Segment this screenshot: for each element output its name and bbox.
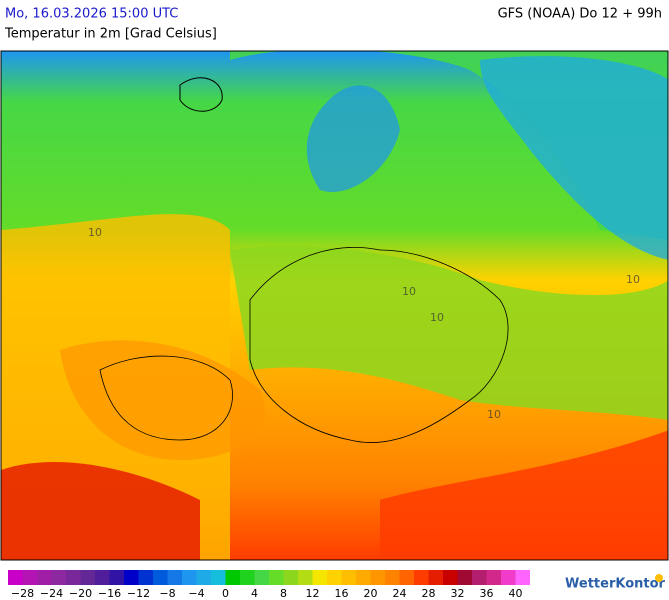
legend-swatch bbox=[298, 570, 313, 585]
contour-label: 10 bbox=[487, 408, 501, 421]
legend-swatch bbox=[225, 570, 240, 585]
map bbox=[1, 51, 668, 560]
legend-swatch bbox=[254, 570, 269, 585]
legend-swatch bbox=[8, 570, 23, 585]
legend-swatch bbox=[414, 570, 429, 585]
model: GFS (NOAA) Do 12 + 99h bbox=[498, 7, 662, 22]
legend-label: 32 bbox=[451, 587, 465, 600]
legend-swatch bbox=[370, 570, 385, 585]
legend-swatch bbox=[211, 570, 226, 585]
legend-label: 16 bbox=[335, 587, 349, 600]
date: Mo, 16.03.2026 15:00 UTC bbox=[5, 7, 178, 22]
legend-label: −16 bbox=[98, 587, 121, 600]
legend-label: 36 bbox=[480, 587, 494, 600]
legend-label: −20 bbox=[69, 587, 92, 600]
legend-swatch bbox=[385, 570, 400, 585]
legend-label: 28 bbox=[422, 587, 436, 600]
map-frame bbox=[0, 50, 669, 561]
legend-swatch bbox=[37, 570, 52, 585]
legend-swatch bbox=[124, 570, 139, 585]
legend-swatch bbox=[269, 570, 284, 585]
contour-label: 10 bbox=[402, 285, 416, 298]
legend-swatch bbox=[501, 570, 516, 585]
legend-swatch bbox=[196, 570, 211, 585]
legend-label: 12 bbox=[306, 587, 320, 600]
legend-swatch bbox=[327, 570, 342, 585]
legend-swatch bbox=[515, 570, 530, 585]
contour-label: 10 bbox=[430, 311, 444, 324]
legend-label: 40 bbox=[509, 587, 523, 600]
legend-label: −28 bbox=[11, 587, 34, 600]
legend-swatch bbox=[22, 570, 37, 585]
legend-swatch bbox=[341, 570, 356, 585]
legend-label: −24 bbox=[40, 587, 63, 600]
legend-swatch bbox=[486, 570, 501, 585]
subtitle: Temperatur in 2m [Grad Celsius] bbox=[4, 27, 217, 42]
legend-swatch bbox=[457, 570, 472, 585]
legend-swatch bbox=[66, 570, 81, 585]
legend-label: −8 bbox=[159, 587, 175, 600]
legend-label: 20 bbox=[364, 587, 378, 600]
legend-swatch bbox=[312, 570, 327, 585]
legend-label: −12 bbox=[127, 587, 150, 600]
legend-swatch bbox=[443, 570, 458, 585]
logo-text: WetterKontor bbox=[565, 577, 666, 592]
logo: WetterKontor bbox=[565, 574, 666, 592]
legend-swatch bbox=[240, 570, 255, 585]
legend-swatch bbox=[109, 570, 124, 585]
legend-swatch bbox=[51, 570, 66, 585]
legend-label: 0 bbox=[222, 587, 229, 600]
legend-swatch bbox=[153, 570, 168, 585]
legend-swatch bbox=[428, 570, 443, 585]
legend-label: 8 bbox=[280, 587, 287, 600]
legend-swatch bbox=[167, 570, 182, 585]
legend-swatch bbox=[80, 570, 95, 585]
legend-swatch bbox=[283, 570, 298, 585]
legend-swatch bbox=[356, 570, 371, 585]
legend-label: −4 bbox=[188, 587, 204, 600]
legend-swatch bbox=[138, 570, 153, 585]
contour-label: 10 bbox=[626, 273, 640, 286]
legend-label: 24 bbox=[393, 587, 407, 600]
legend-swatch bbox=[182, 570, 197, 585]
legend-swatch bbox=[95, 570, 110, 585]
legend-label: 4 bbox=[251, 587, 258, 600]
legend-swatch bbox=[399, 570, 414, 585]
legend-swatch bbox=[472, 570, 487, 585]
contour-label: 10 bbox=[88, 226, 102, 239]
